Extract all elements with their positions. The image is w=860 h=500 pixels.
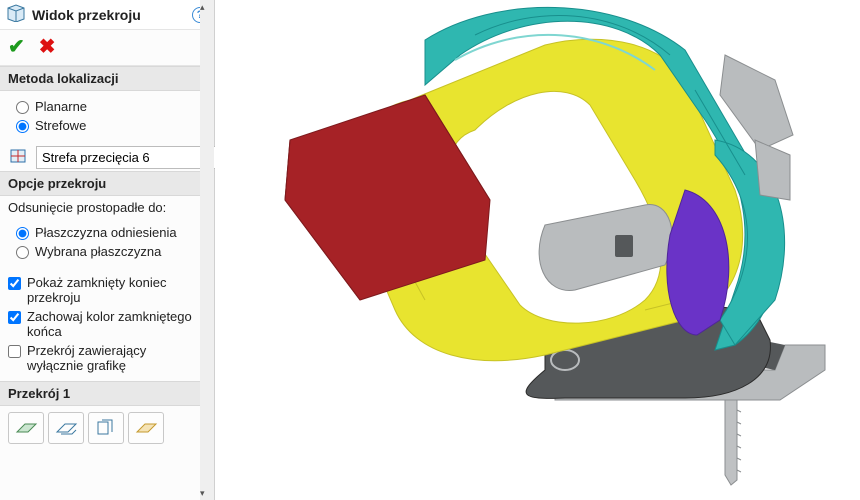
3d-viewport[interactable] [215, 0, 860, 500]
section-view-icon [6, 4, 26, 25]
cb-graphics-only-label: Przekrój zawierający wyłącznie grafikę [27, 343, 192, 373]
panel-scrollbar[interactable]: ▴ ▾ [200, 0, 214, 500]
radio-sel-plane-label: Wybrana płaszczyzna [35, 244, 161, 259]
model-render [215, 0, 860, 500]
radio-planar[interactable]: Planarne [16, 97, 192, 116]
cancel-button[interactable]: ✖ [39, 34, 56, 59]
cb-graphics-only[interactable]: Przekrój zawierający wyłącznie grafikę [8, 341, 192, 375]
tool-plane-1[interactable] [8, 412, 44, 444]
section-header-section1: Przekrój 1 [0, 381, 200, 406]
zone-icon[interactable] [8, 145, 30, 169]
section-header-localization: Metoda lokalizacji [0, 66, 200, 91]
scroll-down-icon[interactable]: ▾ [200, 486, 205, 500]
section1-tools [0, 406, 200, 450]
accept-button[interactable]: ✔ [8, 34, 25, 59]
radio-ref-plane[interactable]: Płaszczyzna odniesienia [16, 223, 192, 242]
property-panel: Widok przekroju ? ✔ ✖ Metoda lokalizacji… [0, 0, 215, 500]
panel-header: Widok przekroju ? [0, 0, 214, 30]
tool-plane-2[interactable] [48, 412, 84, 444]
cb-keep-color-label: Zachowaj kolor zamkniętego końca [27, 309, 192, 339]
section-header-options: Opcje przekroju [0, 171, 200, 196]
zone-input[interactable] [36, 146, 224, 169]
scroll-up-icon[interactable]: ▴ [200, 0, 205, 14]
tool-plane-3[interactable] [88, 412, 124, 444]
offset-label: Odsunięcie prostopadłe do: [0, 196, 200, 217]
radio-sel-plane[interactable]: Wybrana płaszczyzna [16, 242, 192, 261]
radio-zonal-label: Strefowe [35, 118, 86, 133]
panel-actions: ✔ ✖ [0, 30, 214, 66]
tool-plane-4[interactable] [128, 412, 164, 444]
radio-planar-label: Planarne [35, 99, 87, 114]
cb-show-closed-end[interactable]: Pokaż zamknięty koniec przekroju [8, 273, 192, 307]
panel-title: Widok przekroju [32, 7, 188, 23]
cb-show-closed-end-label: Pokaż zamknięty koniec przekroju [27, 275, 192, 305]
cb-keep-color[interactable]: Zachowaj kolor zamkniętego końca [8, 307, 192, 341]
radio-ref-plane-label: Płaszczyzna odniesienia [35, 225, 177, 240]
radio-zonal[interactable]: Strefowe [16, 116, 192, 135]
